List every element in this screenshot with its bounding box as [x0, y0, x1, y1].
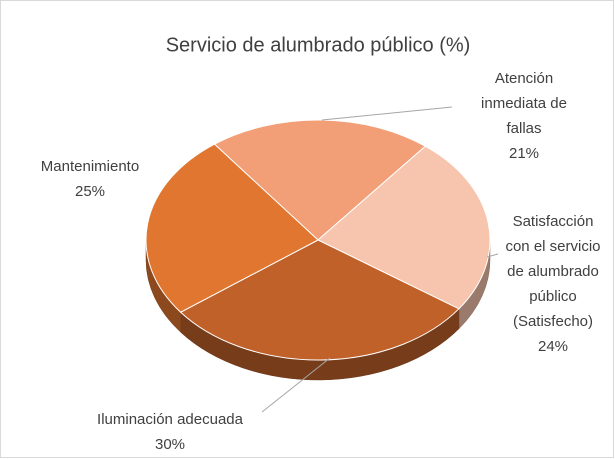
pie: [145, 119, 491, 381]
category-label: Iluminación adecuada: [97, 411, 243, 428]
value-label: 21%: [508, 145, 540, 162]
leader-line: [486, 253, 499, 258]
chart-title: Servicio de alumbrado público (%): [166, 34, 471, 56]
slice-label: Iluminación adecuada 30%: [70, 407, 270, 457]
slice-label: Mantenimiento 25%: [15, 154, 165, 204]
value-label: 24%: [537, 338, 569, 355]
slice: [213, 119, 427, 241]
value-label: 25%: [74, 183, 106, 200]
slice: [145, 143, 319, 313]
leader-line: [321, 106, 453, 121]
value-label: 30%: [154, 436, 186, 453]
slice-label: Satisfacción con el servicio de alumbrad…: [503, 209, 603, 359]
slice: [317, 145, 491, 310]
slice-label: Atención inmediata de fallas 21%: [479, 66, 569, 166]
leader-line: [261, 357, 331, 413]
category-label: Satisfacción con el servicio de alumbrad…: [505, 213, 601, 330]
category-label: Atención inmediata de fallas: [481, 70, 567, 137]
category-label: Mantenimiento: [40, 158, 140, 175]
slice: [179, 239, 460, 361]
